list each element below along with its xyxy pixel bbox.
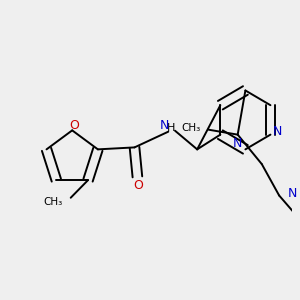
- Text: H: H: [167, 123, 175, 133]
- Text: N: N: [160, 119, 169, 132]
- Text: CH₃: CH₃: [182, 123, 201, 133]
- Text: N: N: [272, 125, 282, 138]
- Text: N: N: [233, 137, 242, 150]
- Text: CH₃: CH₃: [44, 197, 63, 207]
- Text: N: N: [288, 187, 297, 200]
- Text: O: O: [134, 179, 143, 192]
- Text: O: O: [69, 119, 79, 132]
